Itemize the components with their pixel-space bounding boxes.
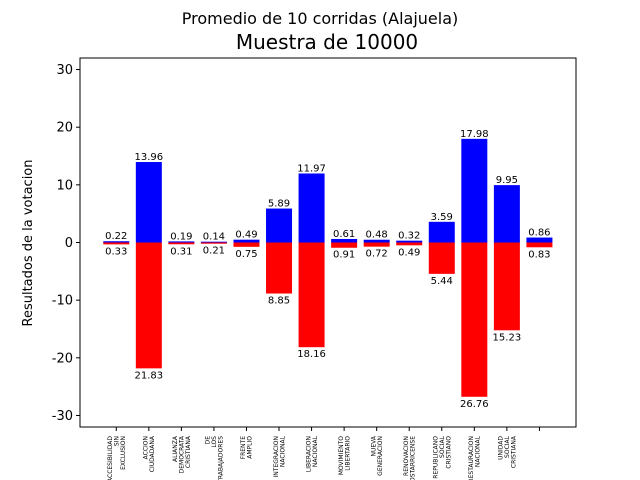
positive-value-label: 0.19 [170, 231, 192, 242]
positive-bar [103, 241, 130, 243]
positive-bar [396, 240, 423, 243]
positive-value-label: 3.59 [431, 212, 453, 223]
positive-value-label: 0.49 [235, 230, 257, 241]
negative-value-label: 0.49 [398, 247, 420, 258]
positive-value-label: 0.32 [398, 231, 420, 242]
negative-bar [233, 242, 260, 247]
chart-suptitle: Promedio de 10 corridas (Alajuela) [182, 9, 458, 28]
negative-bar [526, 242, 553, 248]
x-tick-label: REPUBLICANOSOCIALCRISTIANO [432, 435, 452, 478]
negative-value-label: 21.83 [135, 370, 164, 381]
positive-value-label: 0.86 [528, 228, 550, 239]
x-tick-label: LIBERACIONNACIONAL [305, 435, 319, 472]
y-tick-label: 20 [56, 121, 73, 136]
negative-value-label: 15.23 [493, 332, 522, 343]
y-tick-label: -10 [52, 294, 73, 309]
x-tick-label: FRENTEAMPLIO [240, 436, 254, 460]
y-tick-label: -30 [52, 409, 73, 424]
x-tick-label: MOVIMIENTOLIBERTARIO [338, 436, 352, 476]
negative-bar [266, 242, 293, 294]
negative-value-label: 0.31 [170, 246, 192, 257]
negative-bar [298, 242, 325, 348]
negative-value-label: 5.44 [431, 276, 453, 287]
negative-bar [363, 242, 390, 247]
axes-frame [79, 57, 577, 428]
x-tick-label: ALIANZADEMOCRATACRISTIANA [172, 435, 192, 473]
negative-bar [461, 242, 488, 397]
y-tick-label: -20 [52, 351, 73, 366]
positive-value-label: 0.14 [203, 232, 225, 243]
x-tick-label: RESTAURACIONNACIONAL [468, 435, 482, 480]
positive-bar [168, 241, 195, 243]
positive-bar [200, 241, 227, 243]
positive-bar [298, 173, 325, 243]
x-tick-label: NUEVAGENERACION [370, 435, 384, 476]
negative-value-label: 0.91 [333, 250, 355, 261]
chart-title: Muestra de 10000 [236, 30, 418, 54]
x-tick-label: RENOVACIONCOSTARRICENSE [403, 436, 417, 480]
negative-bar [428, 242, 455, 274]
plot-area: -30 -20 -10 0 10 20 30 0.22 13.96 0.19 0.14 0.49 5.8… [52, 57, 577, 480]
positive-bar [428, 221, 455, 243]
negative-bar [396, 242, 423, 246]
negative-value-label: 0.75 [235, 249, 257, 260]
positive-bar [233, 239, 260, 243]
positive-value-label: 9.95 [496, 175, 518, 186]
y-tick-label: 30 [56, 63, 73, 78]
positive-bar [266, 208, 293, 243]
negative-bar [200, 242, 227, 244]
negative-value-label: 0.72 [366, 249, 388, 260]
x-tick-label: INTEGRACIONNACIONAL [273, 435, 287, 477]
positive-value-label: 17.98 [460, 129, 489, 140]
positive-bar [461, 138, 488, 243]
positive-bar [363, 239, 390, 243]
negative-value-label: 18.16 [297, 349, 326, 360]
y-axis-label: Resultados de la votacion [21, 159, 36, 326]
negative-value-label: 26.76 [460, 399, 489, 410]
negative-value-label: 0.33 [105, 246, 127, 257]
negative-value-label: 0.83 [528, 249, 550, 260]
positive-value-label: 0.48 [366, 230, 388, 241]
positive-bar [493, 185, 520, 243]
positive-value-label: 11.97 [297, 163, 326, 174]
negative-value-label: 8.85 [268, 296, 290, 307]
negative-bar [103, 242, 130, 245]
positive-value-label: 5.89 [268, 199, 290, 210]
positive-bar [331, 238, 358, 243]
x-tick-label: ACCIONCIUDADANA [143, 435, 157, 472]
negative-value-label: 0.21 [203, 246, 225, 257]
negative-bar [168, 242, 195, 245]
negative-bar [331, 242, 358, 248]
positive-value-label: 13.96 [135, 152, 164, 163]
x-tick-label: ACCESIBILIDADSINEXCLUSION [107, 436, 127, 480]
negative-bar [493, 242, 520, 331]
negative-bar [135, 242, 162, 369]
positive-bar [526, 237, 553, 243]
positive-bar [135, 162, 162, 243]
positive-value-label: 0.22 [105, 231, 127, 242]
y-tick-label: 10 [56, 178, 73, 193]
x-tick-label: UNIDADSOCIALCRISTIANA [497, 435, 517, 468]
y-tick-label: 0 [65, 236, 73, 251]
x-tick-label: DELOSTRABAJADORES [204, 436, 224, 480]
positive-value-label: 0.61 [333, 229, 355, 240]
